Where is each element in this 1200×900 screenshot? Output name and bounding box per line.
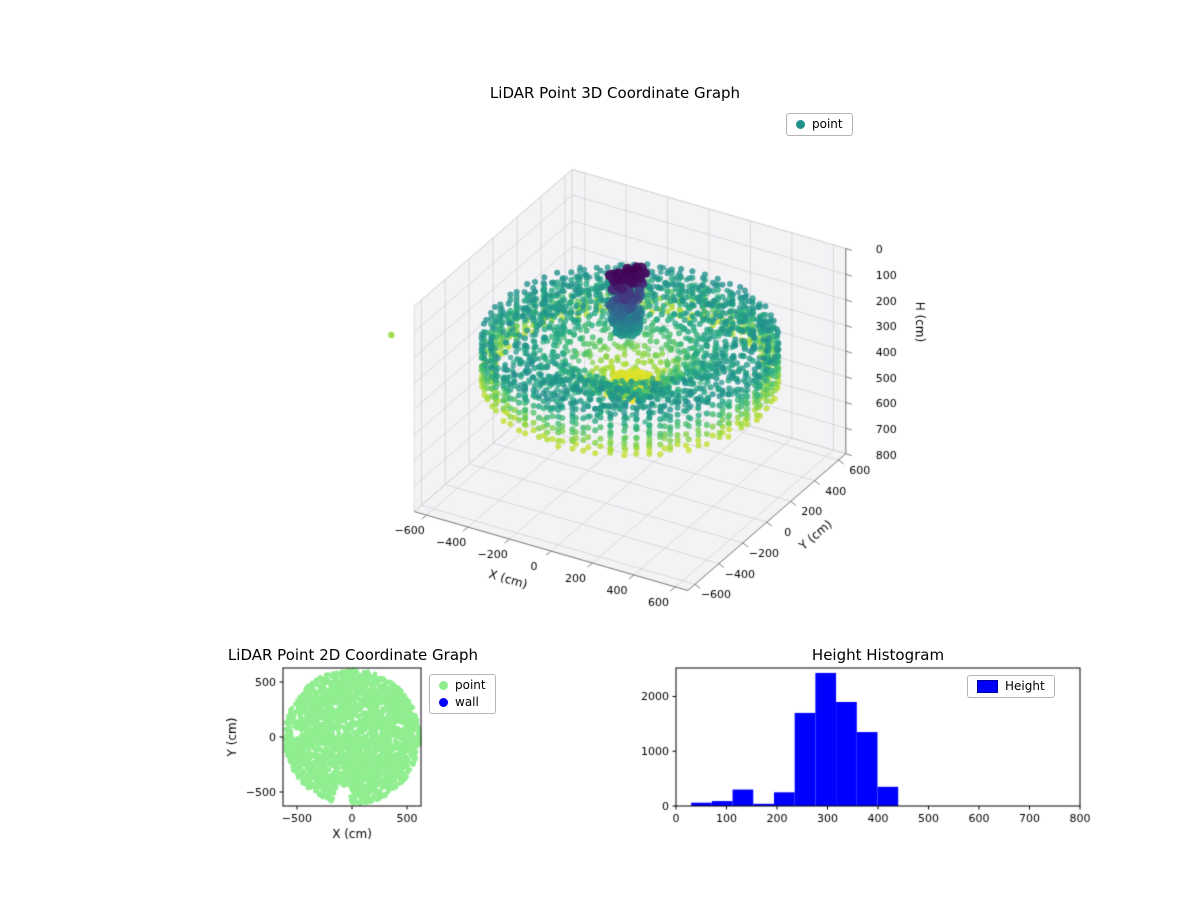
plot2d-title: LiDAR Point 2D Coordinate Graph [227, 646, 479, 664]
legend-label-point: point [455, 678, 486, 692]
legend-label-wall: wall [455, 695, 479, 709]
point-marker-icon [796, 120, 805, 129]
legend-item-point: point [796, 118, 843, 131]
legend-item-height: Height [977, 680, 1045, 693]
point-marker-icon [439, 681, 448, 690]
height-marker-icon [977, 680, 998, 693]
histogram-title: Height Histogram [811, 646, 945, 664]
plot3d-legend: point [786, 113, 853, 136]
legend-item-wall: wall [439, 696, 486, 709]
legend-label-height: Height [1005, 679, 1045, 693]
plot2d-legend: point wall [429, 674, 496, 714]
legend-label-point: point [812, 117, 843, 131]
plot3d-title: LiDAR Point 3D Coordinate Graph [489, 84, 741, 102]
legend-item-point: point [439, 679, 486, 692]
wall-marker-icon [439, 698, 448, 707]
histogram-legend: Height [967, 675, 1055, 698]
